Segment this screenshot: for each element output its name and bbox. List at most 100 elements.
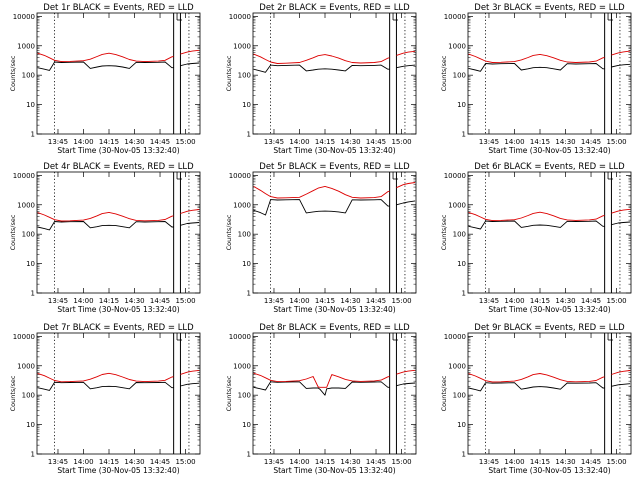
y-tick-label: 1 [247, 451, 251, 459]
x-tick-label: 13:45 [48, 297, 68, 305]
y-tick-label: 1000 [233, 42, 251, 50]
y-axis-label: Counts/sec [225, 55, 233, 91]
x-tick-label: 15:00 [175, 138, 195, 146]
y-tick-label: 100 [453, 392, 466, 400]
y-axis-label: Counts/sec [440, 214, 448, 250]
y-tick-label: 1000 [448, 201, 466, 209]
panel-title: Det 4r BLACK = Events, RED = LLD [43, 162, 194, 172]
y-tick-label: 1000 [233, 362, 251, 370]
plot-frame [252, 12, 417, 135]
panel-title: Det 2r BLACK = Events, RED = LLD [259, 3, 410, 13]
panel-title: Det 9r BLACK = Events, RED = LLD [474, 323, 625, 333]
x-tick-label: 14:00 [289, 138, 309, 146]
x-tick-label: 14:45 [366, 138, 386, 146]
panel-title: Det 1r BLACK = Events, RED = LLD [43, 3, 194, 13]
x-tick-label: 14:15 [99, 458, 119, 466]
y-tick-label: 1000 [17, 201, 35, 209]
y-tick-label: 100 [22, 231, 35, 239]
y-axis-label: Counts/sec [440, 375, 448, 411]
y-tick-label: 10000 [229, 333, 251, 341]
x-tick-label: 13:45 [48, 458, 68, 466]
x-tick-label: 15:00 [391, 458, 411, 466]
events-series-line [468, 63, 605, 72]
events-series-line [611, 383, 631, 387]
x-axis-label: Start Time (30-Nov-05 13:32:40) [488, 146, 610, 155]
y-tick-label: 100 [238, 392, 251, 400]
y-tick-label: 10 [242, 101, 251, 109]
x-tick-label: 15:00 [391, 138, 411, 146]
x-axis-label: Start Time (30-Nov-05 13:32:40) [57, 466, 179, 475]
x-axis-label: Start Time (30-Nov-05 13:32:40) [273, 305, 395, 314]
detector-panel: Det 6r BLACK = Events, RED = LLD 1 10 100 10… [440, 162, 632, 314]
lld-series-line [611, 50, 631, 56]
y-tick-label: 1 [462, 451, 466, 459]
y-axis-label: Counts/sec [9, 214, 17, 250]
events-series-line [396, 64, 416, 69]
x-tick-label: 14:30 [340, 458, 360, 466]
x-tick-label: 13:45 [48, 138, 68, 146]
x-tick-label: 14:30 [340, 297, 360, 305]
detector-panel: Det 2r BLACK = Events, RED = LLD 1 10 100 10… [225, 3, 417, 155]
x-tick-label: 14:15 [530, 297, 550, 305]
y-tick-label: 1 [31, 131, 35, 139]
y-tick-label: 10 [26, 421, 35, 429]
x-tick-label: 14:30 [555, 297, 575, 305]
x-tick-label: 14:45 [366, 458, 386, 466]
x-tick-label: 14:00 [504, 138, 524, 146]
y-tick-label: 100 [238, 72, 251, 80]
x-tick-label: 14:30 [555, 138, 575, 146]
y-tick-label: 100 [238, 231, 251, 239]
y-tick-label: 100 [22, 392, 35, 400]
lld-series-line [180, 369, 200, 375]
y-tick-label: 10 [457, 260, 466, 268]
y-tick-label: 1000 [233, 201, 251, 209]
y-tick-label: 1000 [17, 42, 35, 50]
x-axis-label: Start Time (30-Nov-05 13:32:40) [57, 146, 179, 155]
events-series-line [37, 61, 174, 71]
x-tick-label: 14:15 [315, 138, 335, 146]
x-tick-label: 14:15 [530, 138, 550, 146]
x-tick-label: 14:15 [315, 458, 335, 466]
events-series-line [611, 63, 631, 68]
y-tick-label: 10000 [444, 172, 466, 180]
y-tick-label: 10000 [13, 172, 35, 180]
x-tick-label: 14:30 [124, 297, 144, 305]
lld-series-line [468, 211, 605, 222]
y-tick-label: 100 [453, 72, 466, 80]
x-tick-label: 14:15 [530, 458, 550, 466]
x-tick-label: 14:00 [73, 138, 93, 146]
y-tick-label: 10 [26, 101, 35, 109]
x-tick-label: 14:30 [124, 458, 144, 466]
x-tick-label: 13:45 [264, 138, 284, 146]
events-series-line [37, 221, 174, 231]
lld-series-line [37, 52, 174, 63]
x-tick-label: 14:45 [581, 458, 601, 466]
y-tick-label: 10000 [444, 13, 466, 21]
plot-frame [252, 332, 417, 455]
lld-series-line [396, 182, 416, 189]
events-series-line [180, 222, 200, 226]
x-tick-label: 14:45 [150, 297, 170, 305]
plot-frame [467, 171, 632, 294]
y-tick-label: 10 [457, 101, 466, 109]
y-tick-label: 10000 [444, 333, 466, 341]
lld-series-line [468, 373, 605, 383]
lld-series-line [180, 209, 200, 214]
detector-panel: Det 1r BLACK = Events, RED = LLD 1 10 100 10… [9, 3, 201, 155]
x-axis-label: Start Time (30-Nov-05 13:32:40) [57, 305, 179, 314]
y-tick-label: 1 [31, 290, 35, 298]
y-tick-label: 1000 [448, 42, 466, 50]
y-axis-label: Counts/sec [440, 55, 448, 91]
y-tick-label: 1 [462, 131, 466, 139]
y-axis-label: Counts/sec [225, 375, 233, 411]
events-series-line [253, 381, 390, 396]
x-tick-label: 15:00 [606, 297, 626, 305]
lld-series-line [468, 53, 605, 63]
y-tick-label: 10 [242, 421, 251, 429]
y-tick-label: 10000 [229, 172, 251, 180]
x-tick-label: 14:30 [555, 458, 575, 466]
x-tick-label: 14:30 [340, 138, 360, 146]
x-tick-label: 13:45 [264, 458, 284, 466]
y-axis-label: Counts/sec [9, 55, 17, 91]
lld-series-line [253, 185, 390, 199]
